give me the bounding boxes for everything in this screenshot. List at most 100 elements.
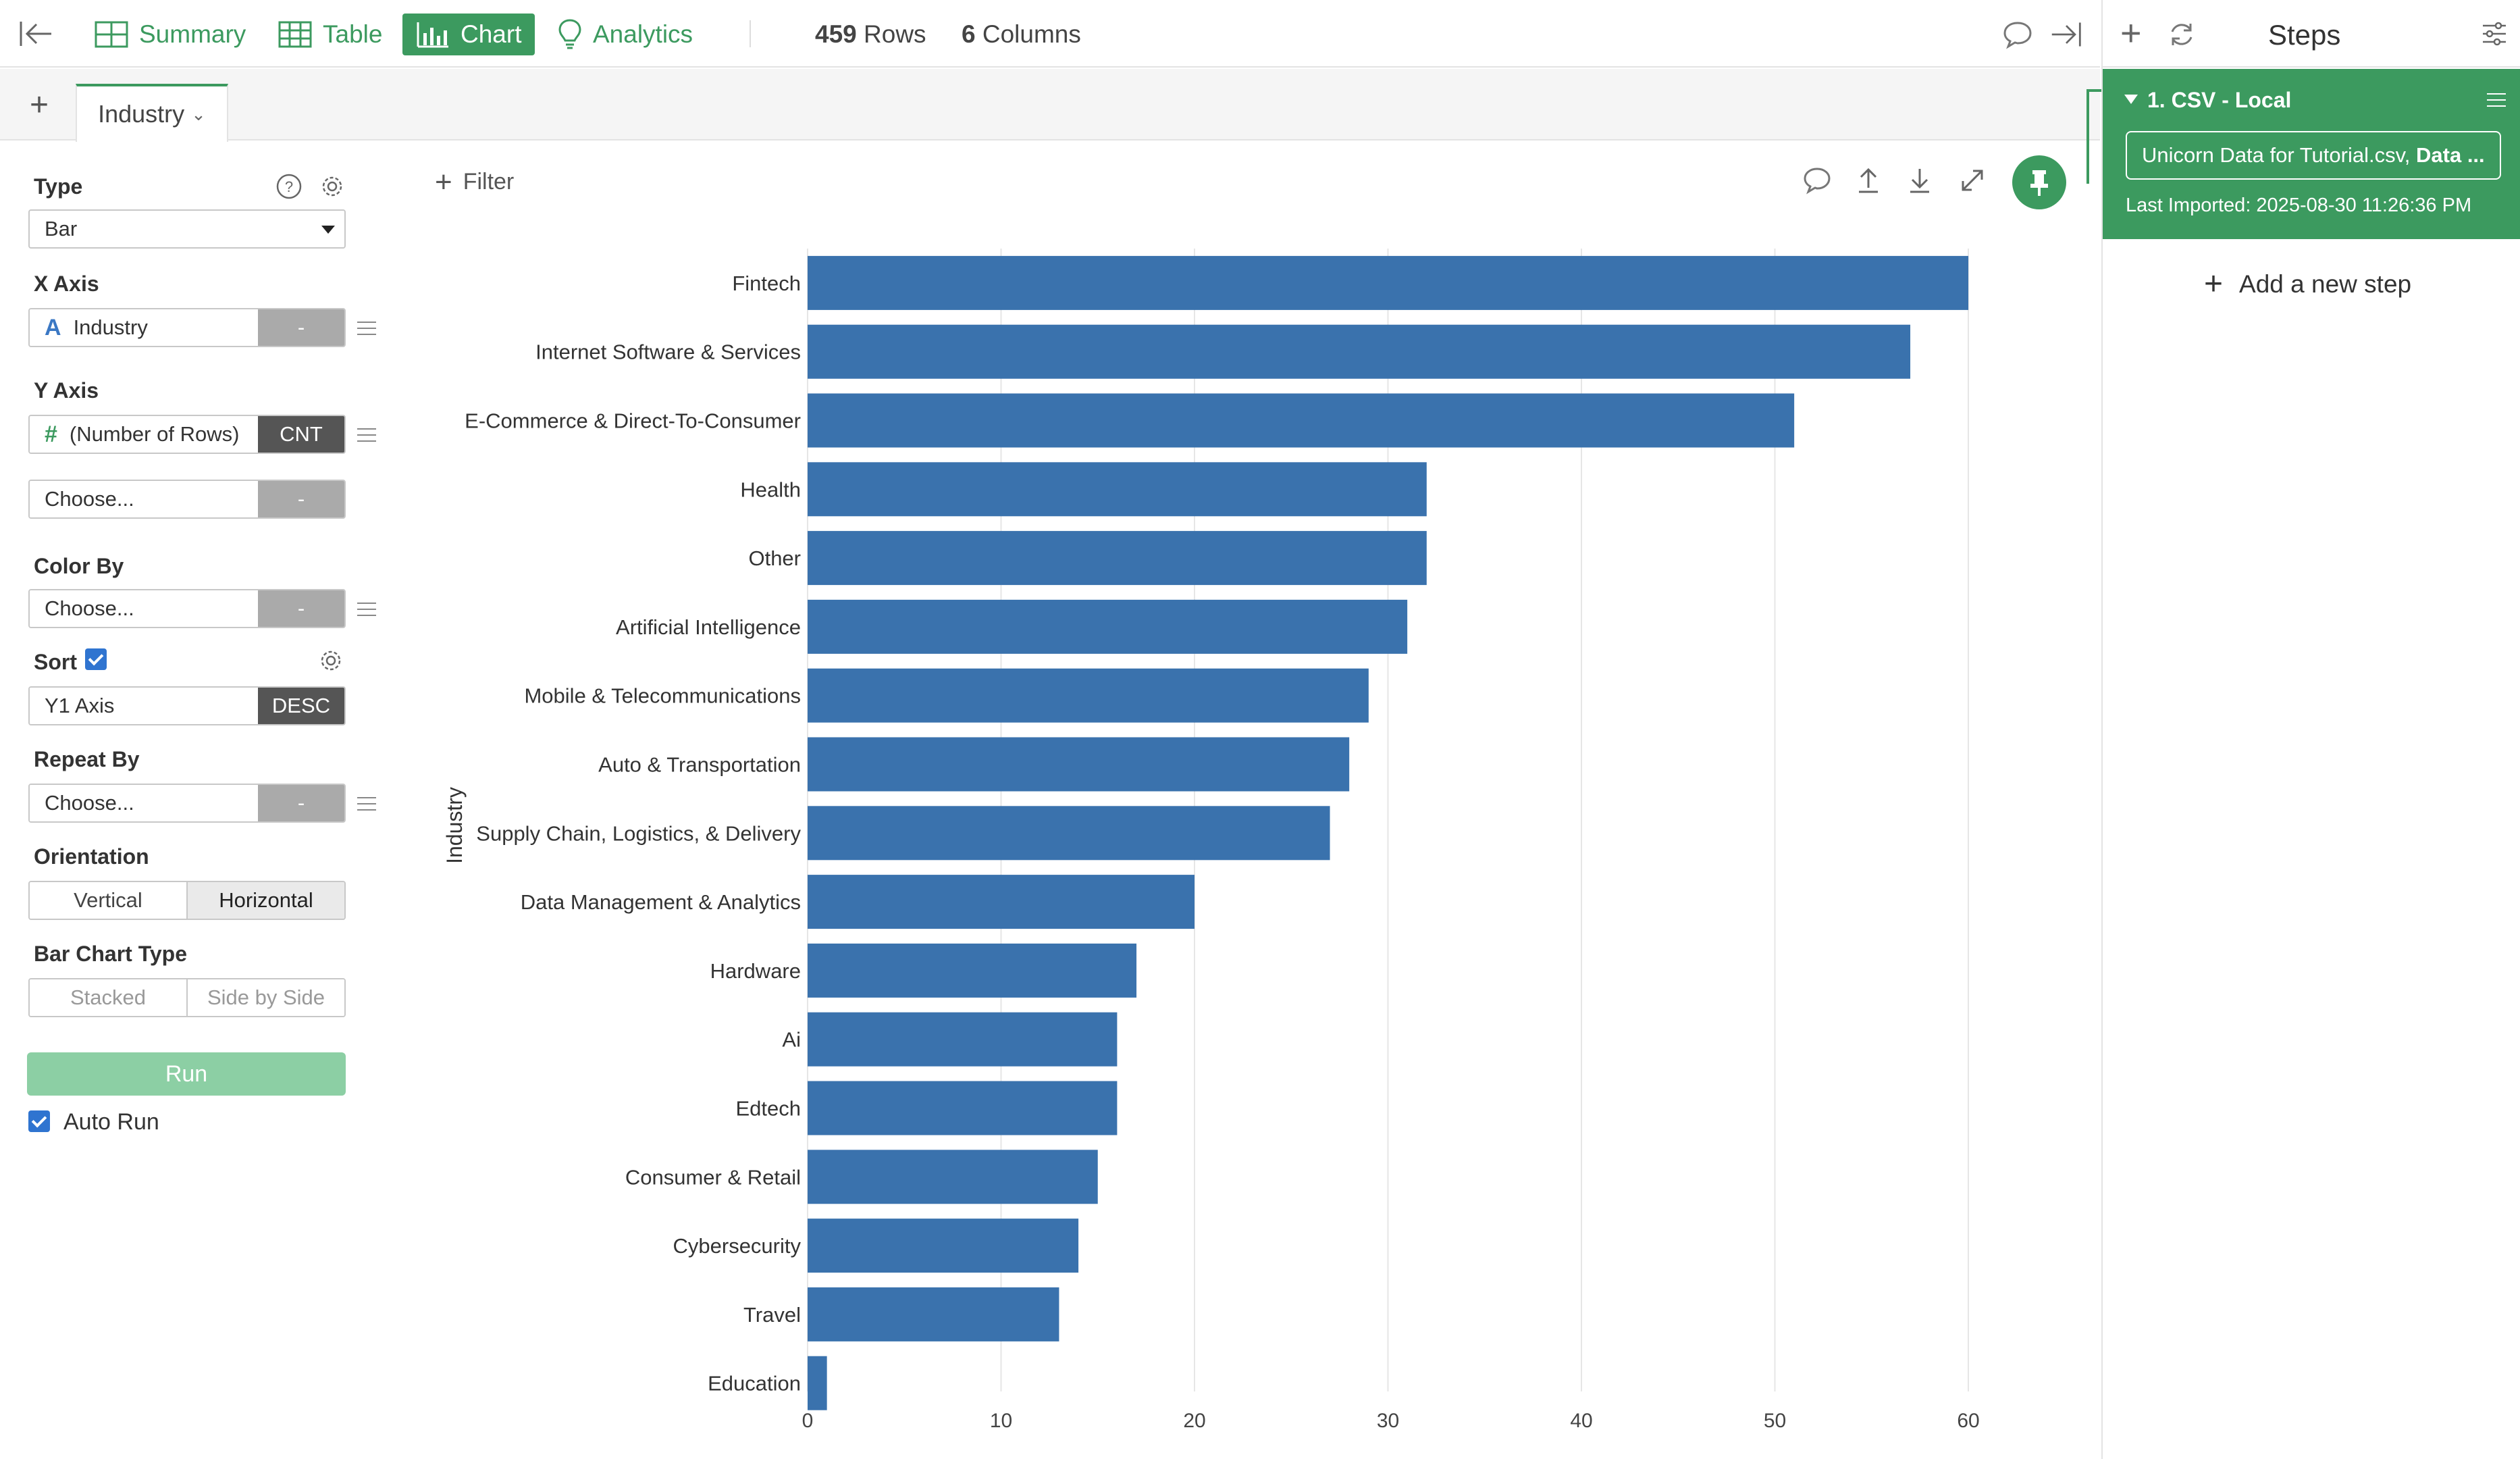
comment-icon[interactable] <box>2001 19 2034 50</box>
column-count-value: 6 <box>962 20 976 48</box>
drag-handle-icon[interactable] <box>357 601 377 617</box>
sort-label: Sort <box>34 650 77 674</box>
chart-area: + Filter 0 10 20 30 40 50 60 Fintech Internet So… <box>405 142 2073 1459</box>
upload-icon[interactable] <box>1853 165 1884 196</box>
y-tick-label: Auto & Transportation <box>598 753 801 777</box>
chart-type-value: Bar <box>45 217 78 240</box>
bar <box>808 1081 1118 1135</box>
step-file-name-bold: Data ... <box>2416 143 2485 167</box>
color-by-label: Color By <box>34 554 124 578</box>
y-axis-field-name: (Number of Rows) <box>69 422 240 446</box>
x-tick-label: 60 <box>1957 1410 1979 1432</box>
tab-analytics[interactable]: Analytics <box>544 14 706 55</box>
x-tick-label: 30 <box>1377 1410 1399 1432</box>
step-last-imported: Last Imported: 2025-08-30 11:26:36 PM <box>2126 195 2472 216</box>
y-tick-label: Fintech <box>732 272 801 295</box>
plus-icon: + <box>2204 266 2224 302</box>
collapse-left-icon[interactable] <box>19 19 54 49</box>
caret-down-icon[interactable] <box>2124 95 2138 104</box>
repeat-by-label: Repeat By <box>34 747 140 771</box>
sort-order-toggle[interactable]: DESC <box>258 688 344 724</box>
side-by-side-button[interactable]: Side by Side <box>186 979 344 1016</box>
y-tick-label: Hardware <box>710 959 801 983</box>
auto-run-checkbox[interactable] <box>28 1110 50 1132</box>
sort-field[interactable]: Y1 Axis DESC <box>28 686 346 725</box>
drag-handle-icon[interactable] <box>357 796 377 812</box>
top-toolbar: Summary Table Chart Analytics <box>0 0 2100 68</box>
repeat-by-field[interactable]: Choose... - <box>28 784 346 823</box>
lightbulb-icon <box>558 19 581 49</box>
number-type-icon: # <box>45 421 57 447</box>
bar-chart-icon <box>417 22 448 48</box>
tab-chart-label: Chart <box>461 20 522 48</box>
refresh-icon[interactable] <box>2168 20 2196 49</box>
orientation-label: Orientation <box>34 844 149 869</box>
x-axis-label: X Axis <box>34 272 99 296</box>
pin-icon <box>2030 170 2048 196</box>
add-step-plus-icon[interactable]: + <box>2120 13 2142 53</box>
repeat-by-placeholder: Choose... <box>45 791 134 815</box>
x-tick-label: 0 <box>802 1410 814 1432</box>
comment-icon[interactable] <box>1802 165 1833 196</box>
x-axis-aggregation[interactable]: - <box>258 309 344 346</box>
x-axis-field[interactable]: A Industry - <box>28 308 346 347</box>
tab-table-label: Table <box>323 20 383 48</box>
x-tick-label: 40 <box>1570 1410 1592 1432</box>
download-icon[interactable] <box>1904 165 1935 196</box>
bar <box>808 255 1968 310</box>
pin-button[interactable] <box>2012 155 2066 209</box>
gear-icon[interactable] <box>319 173 346 200</box>
y-axis-field[interactable]: # (Number of Rows) CNT <box>28 415 346 454</box>
y-axis-aggregation[interactable]: CNT <box>258 416 344 453</box>
step-card-csv-local[interactable]: 1. CSV - Local Unicorn Data for Tutorial… <box>2103 69 2520 239</box>
sort-field-value: Y1 Axis <box>45 694 115 717</box>
tab-chart[interactable]: Chart <box>402 14 535 55</box>
tab-summary[interactable]: Summary <box>81 14 259 55</box>
chart-tab-industry[interactable]: Industry ⌄ <box>76 84 228 142</box>
tab-table[interactable]: Table <box>265 14 396 55</box>
add-new-step-button[interactable]: + Add a new step <box>2204 266 2412 302</box>
y-tick-label: Artificial Intelligence <box>616 615 801 639</box>
y-tick-label: Internet Software & Services <box>535 340 801 364</box>
column-count-label: Columns <box>982 20 1081 48</box>
run-button[interactable]: Run <box>27 1052 346 1096</box>
y-tick-label: E-Commerce & Direct-To-Consumer <box>465 409 801 433</box>
repeat-by-aggregation[interactable]: - <box>258 785 344 821</box>
collapse-right-icon[interactable] <box>2050 19 2082 50</box>
settings-sliders-icon[interactable] <box>2481 20 2508 47</box>
stacked-button[interactable]: Stacked <box>30 979 186 1016</box>
drag-handle-icon[interactable] <box>357 427 377 443</box>
row-count-label: Rows <box>864 20 926 48</box>
plus-icon: + <box>435 165 452 199</box>
orientation-vertical-button[interactable]: Vertical <box>30 882 186 919</box>
sort-checkbox[interactable] <box>85 648 107 670</box>
color-by-field[interactable]: Choose... - <box>28 589 346 628</box>
filter-label: Filter <box>463 169 515 195</box>
add-chart-tab-button[interactable]: + <box>30 87 49 123</box>
chart-type-select[interactable]: Bar <box>28 209 346 249</box>
gear-icon[interactable] <box>317 647 344 674</box>
steps-panel: + Steps 1. CSV - Local Unicorn Data for … <box>2101 0 2520 1459</box>
y-tick-label: Education <box>708 1372 801 1396</box>
expand-icon[interactable] <box>1957 165 1988 196</box>
chart-tabs-bar: + Industry ⌄ <box>0 69 2100 142</box>
y-tick-label: Ai <box>782 1028 801 1052</box>
bar <box>808 531 1427 586</box>
add-new-step-label: Add a new step <box>2239 270 2412 298</box>
help-icon[interactable]: ? <box>275 173 303 200</box>
step-source-file[interactable]: Unicorn Data for Tutorial.csv, Data ... <box>2126 131 2501 180</box>
chevron-down-icon[interactable]: ⌄ <box>191 103 206 124</box>
y2-axis-field[interactable]: Choose... - <box>28 480 346 519</box>
y2-axis-aggregation[interactable]: - <box>258 481 344 517</box>
bar <box>808 875 1195 929</box>
summary-grid-icon <box>95 21 128 48</box>
orientation-horizontal-button[interactable]: Horizontal <box>186 882 344 919</box>
step-file-name: Unicorn Data for Tutorial.csv, <box>2142 143 2417 167</box>
row-count: 459 Rows <box>815 20 926 49</box>
menu-icon[interactable] <box>2486 92 2506 108</box>
add-filter-button[interactable]: + Filter <box>435 165 515 199</box>
color-by-aggregation[interactable]: - <box>258 590 344 627</box>
drag-handle-icon[interactable] <box>357 320 377 336</box>
steps-header: + Steps <box>2103 0 2520 68</box>
bar <box>808 1287 1059 1341</box>
